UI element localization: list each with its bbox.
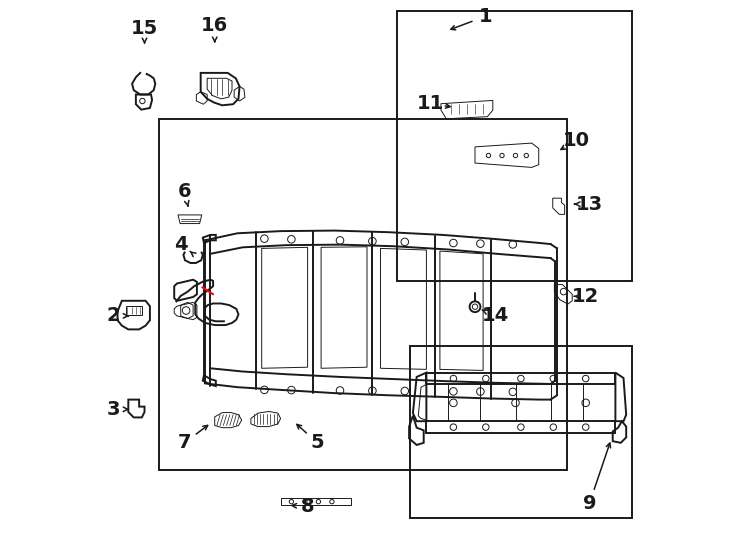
Text: 7: 7: [178, 433, 192, 453]
Text: 6: 6: [178, 182, 192, 201]
Text: 5: 5: [310, 433, 324, 453]
Bar: [426, 373, 615, 384]
Text: 13: 13: [576, 194, 603, 214]
Text: 1: 1: [479, 6, 493, 26]
Bar: [410, 346, 631, 518]
Text: 9: 9: [583, 494, 596, 513]
Text: 2: 2: [106, 306, 120, 326]
Text: 16: 16: [201, 16, 228, 36]
Text: 14: 14: [482, 306, 509, 326]
Bar: [396, 11, 631, 281]
Text: 3: 3: [106, 400, 120, 419]
Text: 12: 12: [572, 287, 600, 307]
Text: 11: 11: [417, 94, 444, 113]
Text: 8: 8: [301, 497, 314, 516]
Text: 4: 4: [174, 234, 187, 254]
Bar: [159, 119, 567, 470]
Bar: [426, 421, 615, 433]
Text: 10: 10: [563, 131, 590, 150]
Text: 15: 15: [131, 18, 158, 38]
